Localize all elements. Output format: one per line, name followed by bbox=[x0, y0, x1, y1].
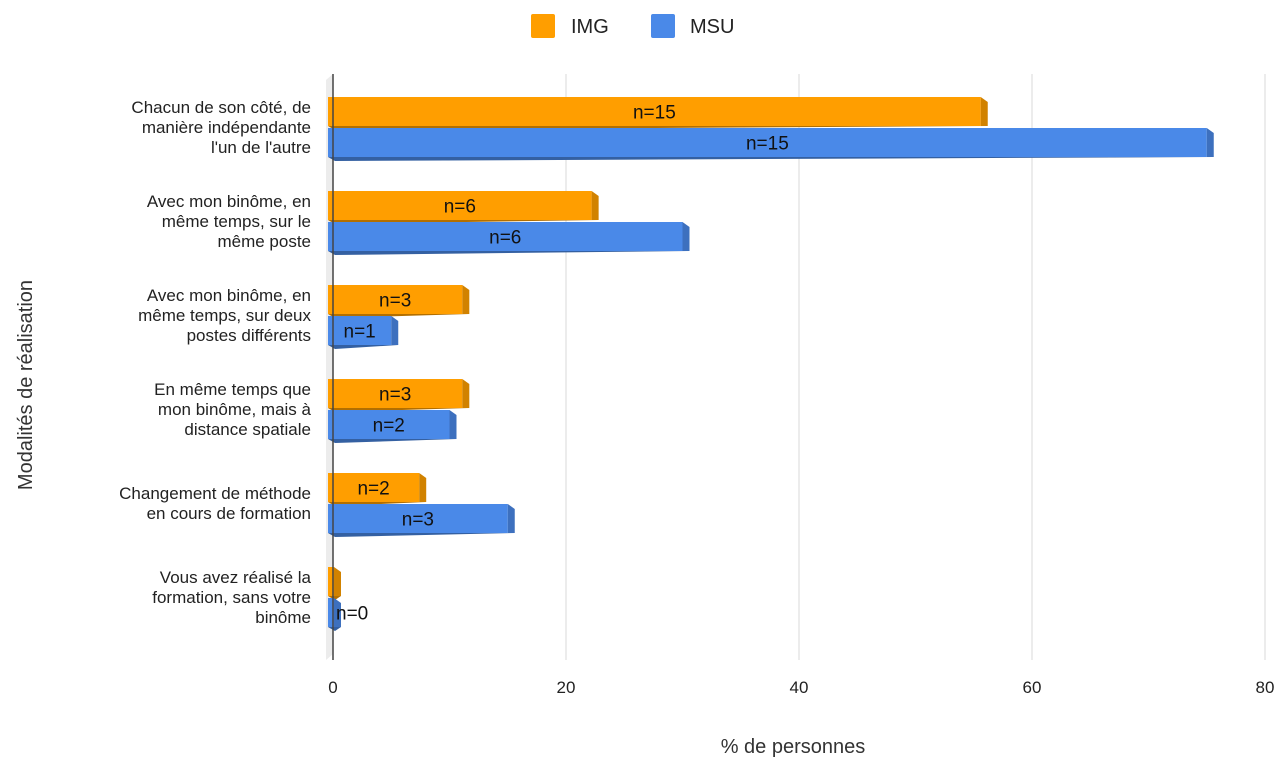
bar-bottom-msu bbox=[328, 439, 457, 443]
y-category-label: même temps, sur deux bbox=[138, 306, 311, 325]
bar-bottom-img bbox=[328, 596, 341, 600]
x-tick-label: 0 bbox=[328, 678, 337, 697]
y-category-label: en cours de formation bbox=[147, 504, 311, 523]
data-label: n=2 bbox=[373, 416, 405, 437]
data-label: n=6 bbox=[489, 228, 521, 249]
data-label: n=2 bbox=[357, 479, 389, 500]
y-category-label: l'un de l'autre bbox=[211, 138, 311, 157]
y-category-label: En même temps que bbox=[154, 380, 311, 399]
y-category-label: manière indépendante bbox=[142, 118, 311, 137]
bar-side-img bbox=[591, 191, 599, 220]
bar-side-msu bbox=[449, 410, 457, 439]
bar-msu bbox=[328, 316, 392, 345]
bar-side-msu bbox=[334, 598, 341, 627]
data-label: n=1 bbox=[344, 322, 376, 343]
bar-side-msu bbox=[391, 316, 399, 345]
data-label: n=15 bbox=[746, 134, 789, 155]
y-category-label: formation, sans votre bbox=[152, 588, 311, 607]
bar-img bbox=[328, 379, 463, 408]
bar-msu bbox=[328, 410, 450, 439]
bar-img bbox=[328, 567, 334, 596]
y-category-label: même poste bbox=[217, 232, 311, 251]
legend-label-img: IMG bbox=[571, 16, 609, 38]
y-category-label: Avec mon binôme, en bbox=[147, 286, 311, 305]
bar-bottom-msu bbox=[328, 345, 399, 349]
x-tick-label: 20 bbox=[557, 678, 576, 697]
bar-msu bbox=[328, 222, 683, 251]
legend-swatch-img bbox=[531, 14, 555, 38]
data-label: n=3 bbox=[379, 291, 411, 312]
data-label: n=0 bbox=[336, 604, 368, 625]
data-label: n=3 bbox=[379, 385, 411, 406]
y-category-label: mon binôme, mais à bbox=[158, 400, 312, 419]
bar-side-msu bbox=[507, 504, 515, 533]
data-label: n=3 bbox=[402, 510, 434, 531]
bar-msu bbox=[328, 504, 508, 533]
bar-img bbox=[328, 285, 463, 314]
bar-msu bbox=[328, 128, 1207, 157]
bar-msu bbox=[328, 598, 334, 627]
bar-side-img bbox=[462, 285, 470, 314]
bar-bottom-msu bbox=[328, 251, 690, 255]
y-category-label: Vous avez réalisé la bbox=[160, 568, 312, 587]
bar-side-msu bbox=[682, 222, 690, 251]
data-label: n=6 bbox=[444, 197, 476, 218]
bar-img bbox=[328, 97, 981, 126]
bar-img bbox=[328, 191, 592, 220]
y-category-label: Changement de méthode bbox=[119, 484, 311, 503]
legend-swatch-msu bbox=[651, 14, 675, 38]
x-tick-label: 80 bbox=[1256, 678, 1275, 697]
x-axis-title: % de personnes bbox=[721, 736, 866, 758]
y-category-label: binôme bbox=[255, 608, 311, 627]
x-tick-label: 40 bbox=[790, 678, 809, 697]
legend-label-msu: MSU bbox=[690, 16, 734, 38]
bar-side-img bbox=[334, 567, 341, 596]
y-axis-title: Modalités de réalisation bbox=[15, 280, 37, 490]
y-category-label: Chacun de son côté, de bbox=[131, 98, 311, 117]
bar-side-img bbox=[980, 97, 988, 126]
bar-bottom-msu bbox=[328, 533, 515, 537]
y-category-label: même temps, sur le bbox=[162, 212, 311, 231]
bar-side-msu bbox=[1206, 128, 1214, 157]
y-category-label: postes différents bbox=[187, 326, 311, 345]
bar-side-img bbox=[419, 473, 427, 502]
bar-bottom-msu bbox=[328, 627, 341, 631]
y-category-label: Avec mon binôme, en bbox=[147, 192, 311, 211]
bar-side-img bbox=[462, 379, 470, 408]
plot-area bbox=[326, 74, 1265, 660]
y-category-label: distance spatiale bbox=[184, 420, 311, 439]
bar-bottom-msu bbox=[328, 157, 1214, 161]
bar-img bbox=[328, 473, 420, 502]
data-label: n=15 bbox=[633, 103, 676, 124]
x-tick-label: 60 bbox=[1023, 678, 1042, 697]
